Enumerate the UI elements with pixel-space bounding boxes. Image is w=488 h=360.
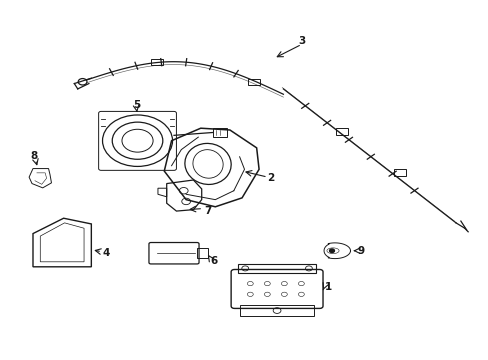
Text: 2: 2 <box>267 173 274 183</box>
Bar <box>197 248 207 258</box>
Bar <box>240 305 313 316</box>
Bar <box>151 59 163 65</box>
Circle shape <box>329 249 334 252</box>
Text: 1: 1 <box>324 282 331 292</box>
Text: 5: 5 <box>133 100 140 110</box>
Text: 9: 9 <box>357 246 364 256</box>
Text: 3: 3 <box>298 36 305 46</box>
Bar <box>212 128 226 137</box>
Bar <box>393 169 405 176</box>
Text: 6: 6 <box>210 256 218 266</box>
Text: 8: 8 <box>31 151 38 161</box>
Bar <box>248 79 260 85</box>
Text: 7: 7 <box>203 206 211 216</box>
Bar <box>238 264 315 273</box>
Text: 4: 4 <box>102 248 109 258</box>
Bar <box>335 129 347 135</box>
